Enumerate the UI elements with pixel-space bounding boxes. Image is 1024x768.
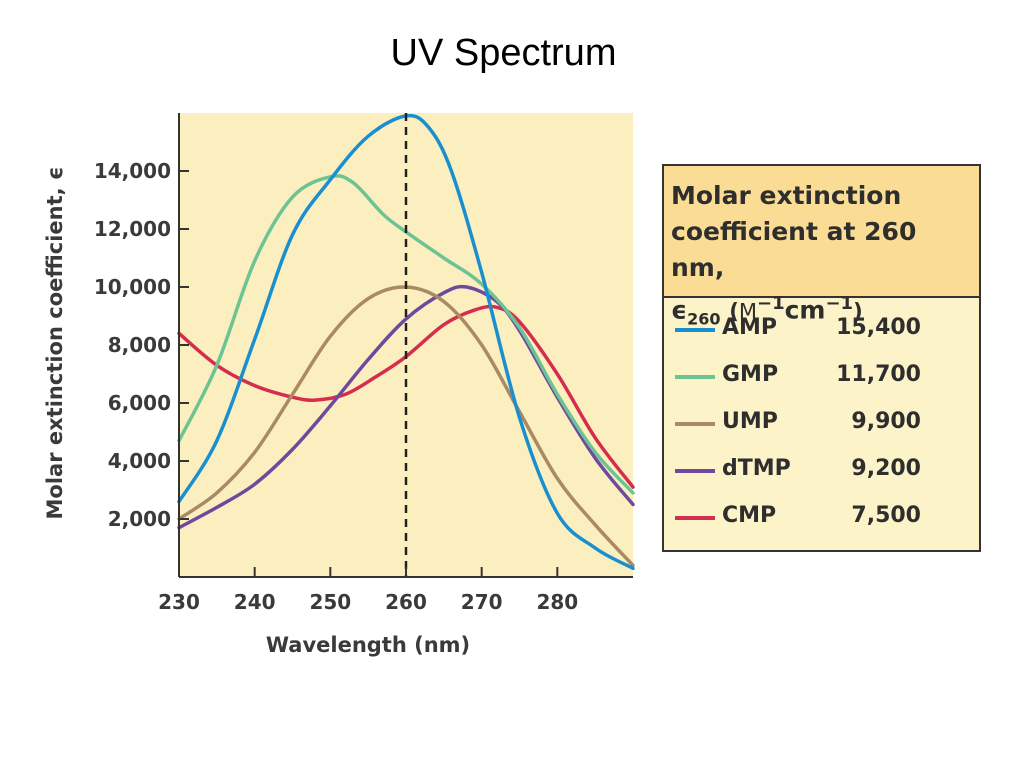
legend-row-dtmp: dTMP 9,200 xyxy=(664,453,979,500)
legend-row-cmp: CMP 7,500 xyxy=(664,500,979,547)
legend-row-ump: UMP 9,900 xyxy=(664,406,979,453)
y-tick-label: 8,000 xyxy=(108,333,171,357)
legend-title-units: ϵ260 (M−1cm−1) xyxy=(671,286,973,337)
unit-close-paren: ) xyxy=(853,299,863,324)
legend-value-cmp: 7,500 xyxy=(851,503,921,528)
unit-molar: M xyxy=(738,299,757,324)
unit-cm: cm xyxy=(784,295,826,325)
legend-title-line-2: coefficient at 260 nm, xyxy=(671,217,917,282)
x-tick-label: 260 xyxy=(385,590,427,614)
x-axis-title: Wavelength (nm) xyxy=(266,633,470,657)
series-line-gmp xyxy=(177,174,635,495)
y-tick-label: 10,000 xyxy=(94,275,171,299)
unit-exponent-1: −1 xyxy=(756,293,785,314)
x-tick-label: 270 xyxy=(461,590,503,614)
y-tick-label: 2,000 xyxy=(108,507,171,531)
y-tick-label: 12,000 xyxy=(94,217,171,241)
x-tick-label: 240 xyxy=(234,590,276,614)
x-tick-label: 250 xyxy=(309,590,351,614)
legend-header: Molar extinction coefficient at 260 nm, … xyxy=(664,166,979,328)
legend-value-amp: 15,400 xyxy=(836,315,921,340)
legend-label-gmp: GMP xyxy=(722,362,779,387)
legend-label-cmp: CMP xyxy=(722,503,777,528)
legend-value-ump: 9,900 xyxy=(851,409,921,434)
x-tick-label: 280 xyxy=(536,590,578,614)
unit-open-paren: ( xyxy=(729,299,739,324)
legend-value-gmp: 11,700 xyxy=(836,362,921,387)
slide-title: UV Spectrum xyxy=(390,32,617,74)
epsilon-subscript: 260 xyxy=(687,309,721,329)
legend-label-amp: AMP xyxy=(722,315,778,340)
legend-rows: AMP 15,400 GMP 11,700 UMP 9,900 dTMP 9,2… xyxy=(664,298,979,547)
y-tick-label: 6,000 xyxy=(108,391,171,415)
legend-swatch-dtmp xyxy=(675,469,715,473)
y-tick-label: 4,000 xyxy=(108,449,171,473)
legend-row-gmp: GMP 11,700 xyxy=(664,359,979,406)
y-tick-label: 14,000 xyxy=(94,159,171,183)
legend-row-amp: AMP 15,400 xyxy=(664,312,979,359)
x-tick-label: 230 xyxy=(158,590,200,614)
legend-swatch-cmp xyxy=(675,516,715,520)
x-axis-ticks: 230 240 250 260 270 280 xyxy=(158,567,578,614)
legend-label-ump: UMP xyxy=(722,409,778,434)
legend-label-dtmp: dTMP xyxy=(722,456,791,481)
legend-swatch-ump xyxy=(675,422,715,426)
y-axis-ticks: 2,000 4,000 6,000 8,000 10,000 12,000 14,000 xyxy=(94,159,189,531)
legend-panel: Molar extinction coefficient at 260 nm, … xyxy=(662,164,981,552)
legend-value-dtmp: 9,200 xyxy=(851,456,921,481)
legend-swatch-amp xyxy=(675,328,715,332)
legend-swatch-gmp xyxy=(675,375,715,379)
legend-title-line-1: Molar extinction xyxy=(671,181,902,210)
y-axis-title: Molar extinction coefficient, ϵ xyxy=(43,167,67,520)
epsilon-symbol: ϵ xyxy=(671,295,688,325)
series-line-amp xyxy=(177,113,635,571)
unit-exponent-2: −1 xyxy=(825,293,854,314)
